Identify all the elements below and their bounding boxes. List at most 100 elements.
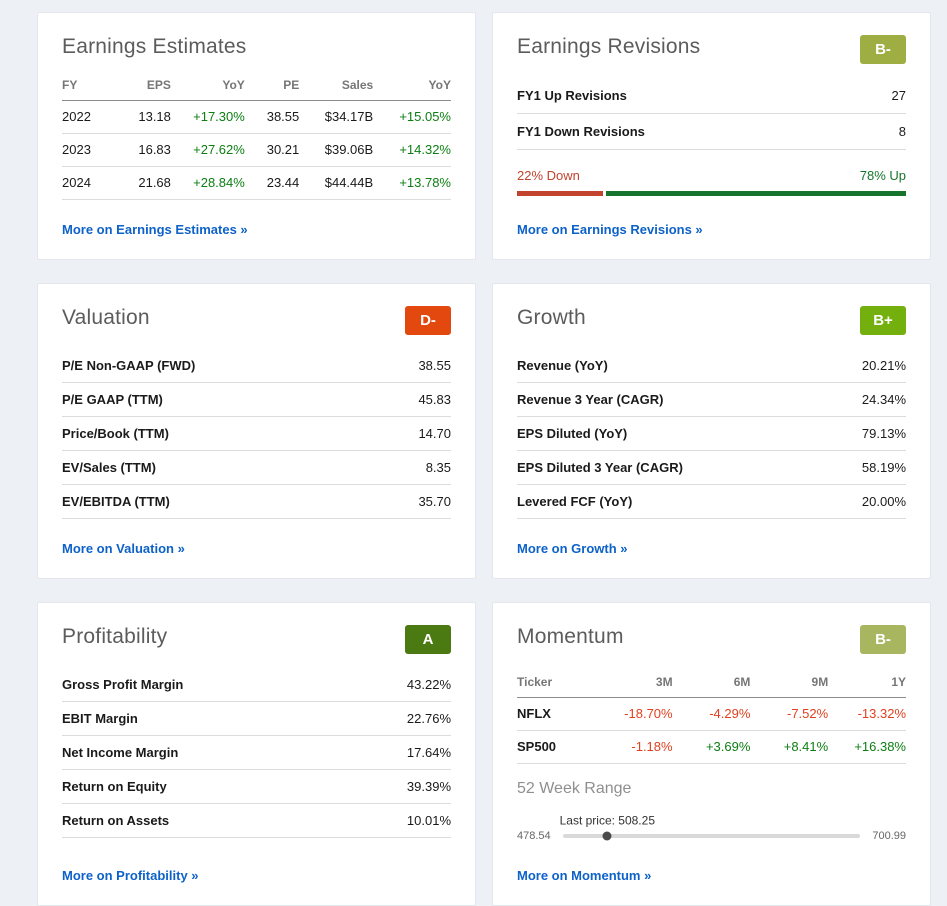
metric-row: P/E GAAP (TTM) 45.83 — [62, 383, 451, 417]
metric-value: 58.19% — [861, 460, 906, 475]
col-header-1y: 1Y — [828, 670, 906, 698]
momentum-grade-badge[interactable]: B- — [860, 625, 906, 654]
card-profitability: Profitability A Gross Profit Margin 43.2… — [37, 602, 476, 906]
earnings-estimates-title: Earnings Estimates — [62, 35, 247, 58]
cell-pe: 30.21 — [244, 133, 300, 167]
metric-value: 45.83 — [418, 392, 451, 407]
metric-label: EBIT Margin — [62, 711, 138, 726]
metric-value: 24.34% — [861, 392, 906, 407]
metric-label: Price/Book (TTM) — [62, 426, 169, 441]
revisions-down-label: FY1 Down Revisions — [517, 124, 645, 139]
metric-row: EPS Diluted 3 Year (CAGR) 58.19% — [517, 451, 906, 485]
col-header-sales-yoy: YoY — [373, 73, 451, 101]
revisions-down-segment — [517, 191, 603, 196]
metric-label: Gross Profit Margin — [62, 677, 184, 692]
cell-fy: 2023 — [62, 133, 113, 167]
cell-eps-yoy: +28.84% — [170, 166, 245, 200]
metric-value: 79.13% — [861, 426, 906, 441]
cell-fy: 2022 — [62, 100, 113, 134]
metric-row: Revenue (YoY) 20.21% — [517, 349, 906, 383]
metric-row: Revenue 3 Year (CAGR) 24.34% — [517, 383, 906, 417]
earnings-revisions-title: Earnings Revisions — [517, 35, 701, 58]
range-high-label: 700.99 — [872, 830, 906, 842]
profitability-title: Profitability — [62, 625, 168, 648]
table-header-row: Ticker 3M 6M 9M 1Y — [517, 670, 906, 698]
valuation-grade-badge[interactable]: D- — [405, 306, 451, 335]
more-on-growth-link[interactable]: More on Growth » — [517, 541, 628, 556]
cards-grid: Earnings Estimates FY EPS YoY PE Sales Y… — [37, 12, 931, 906]
cell-eps-yoy: +17.30% — [170, 100, 245, 134]
growth-title: Growth — [517, 306, 586, 329]
up-percent-label: 78% Up — [859, 168, 906, 183]
revisions-up-label: FY1 Up Revisions — [517, 88, 627, 103]
cell-fy: 2024 — [62, 166, 113, 200]
metric-value: 35.70 — [418, 494, 451, 509]
col-header-6m: 6M — [672, 670, 751, 698]
metric-label: P/E GAAP (TTM) — [62, 392, 163, 407]
metric-row: Net Income Margin 17.64% — [62, 736, 451, 770]
revisions-row: FY1 Down Revisions 8 — [517, 114, 906, 150]
table-row: 2024 21.68 +28.84% 23.44 $44.44B +13.78% — [62, 166, 451, 200]
more-on-earnings-estimates-link[interactable]: More on Earnings Estimates » — [62, 222, 248, 237]
profitability-grade-badge[interactable]: A — [405, 625, 451, 654]
metric-label: P/E Non-GAAP (FWD) — [62, 358, 196, 373]
growth-grade-badge[interactable]: B+ — [860, 306, 906, 335]
metric-row: P/E Non-GAAP (FWD) 38.55 — [62, 349, 451, 383]
revisions-up-value: 27 — [891, 88, 906, 103]
last-price-label: Last price: 508.25 — [559, 813, 655, 828]
revisions-ratio-bar — [517, 191, 906, 196]
cell-9m: -7.52% — [750, 697, 829, 731]
cell-9m: +8.41% — [750, 730, 829, 764]
metric-row: Gross Profit Margin 43.22% — [62, 668, 451, 702]
col-header-yoy: YoY — [170, 73, 245, 101]
more-on-earnings-revisions-link[interactable]: More on Earnings Revisions » — [517, 222, 703, 237]
metric-label: Net Income Margin — [62, 745, 179, 760]
metric-value: 10.01% — [406, 813, 451, 828]
metric-row: Return on Equity 39.39% — [62, 770, 451, 804]
momentum-title: Momentum — [517, 625, 624, 648]
metric-value: 38.55 — [418, 358, 451, 373]
metric-value: 43.22% — [406, 677, 451, 692]
revisions-up-segment — [605, 191, 906, 196]
metric-row: Return on Assets 10.01% — [62, 804, 451, 838]
range-slider-thumb[interactable]: Last price: 508.25 — [560, 814, 655, 841]
cell-eps: 13.18 — [112, 100, 171, 134]
card-valuation: Valuation D- P/E Non-GAAP (FWD) 38.55 P/… — [37, 283, 476, 579]
revisions-row: FY1 Up Revisions 27 — [517, 78, 906, 114]
cell-sales: $34.17B — [299, 100, 374, 134]
metric-label: Return on Equity — [62, 779, 167, 794]
range-slider-track[interactable]: Last price: 508.25 — [560, 814, 861, 841]
metric-label: Levered FCF (YoY) — [517, 494, 633, 509]
metric-value: 8.35 — [425, 460, 451, 475]
col-header-fy: FY — [62, 73, 113, 101]
metric-label: Revenue (YoY) — [517, 358, 608, 373]
valuation-title: Valuation — [62, 306, 150, 329]
card-momentum: Momentum B- Ticker 3M 6M 9M 1Y NFLX — [492, 602, 931, 906]
cell-3m: -1.18% — [594, 730, 673, 764]
cell-pe: 38.55 — [244, 100, 300, 134]
metric-value: 14.70 — [418, 426, 451, 441]
metric-value: 20.00% — [861, 494, 906, 509]
cell-ticker: SP500 — [517, 730, 595, 764]
more-on-valuation-link[interactable]: More on Valuation » — [62, 541, 185, 556]
col-header-3m: 3M — [594, 670, 673, 698]
table-row: 2023 16.83 +27.62% 30.21 $39.06B +14.32% — [62, 133, 451, 167]
earnings-revisions-grade-badge[interactable]: B- — [860, 35, 906, 64]
metric-value: 22.76% — [406, 711, 451, 726]
card-earnings-estimates: Earnings Estimates FY EPS YoY PE Sales Y… — [37, 12, 476, 260]
cell-1y: +16.38% — [828, 730, 906, 764]
card-earnings-revisions: Earnings Revisions B- FY1 Up Revisions 2… — [492, 12, 931, 260]
metric-label: Return on Assets — [62, 813, 170, 828]
cell-eps-yoy: +27.62% — [170, 133, 245, 167]
metric-value: 20.21% — [861, 358, 906, 373]
cell-sales-yoy: +14.32% — [373, 133, 451, 167]
down-percent-label: 22% Down — [517, 168, 580, 183]
stock-ratings-page: Earnings Estimates FY EPS YoY PE Sales Y… — [37, 12, 931, 906]
cell-sales: $39.06B — [299, 133, 374, 167]
metric-row: EPS Diluted (YoY) 79.13% — [517, 417, 906, 451]
more-on-momentum-link[interactable]: More on Momentum » — [517, 868, 652, 883]
cell-6m: -4.29% — [672, 697, 751, 731]
more-on-profitability-link[interactable]: More on Profitability » — [62, 868, 199, 883]
cell-1y: -13.32% — [828, 697, 906, 731]
metric-row: EV/Sales (TTM) 8.35 — [62, 451, 451, 485]
